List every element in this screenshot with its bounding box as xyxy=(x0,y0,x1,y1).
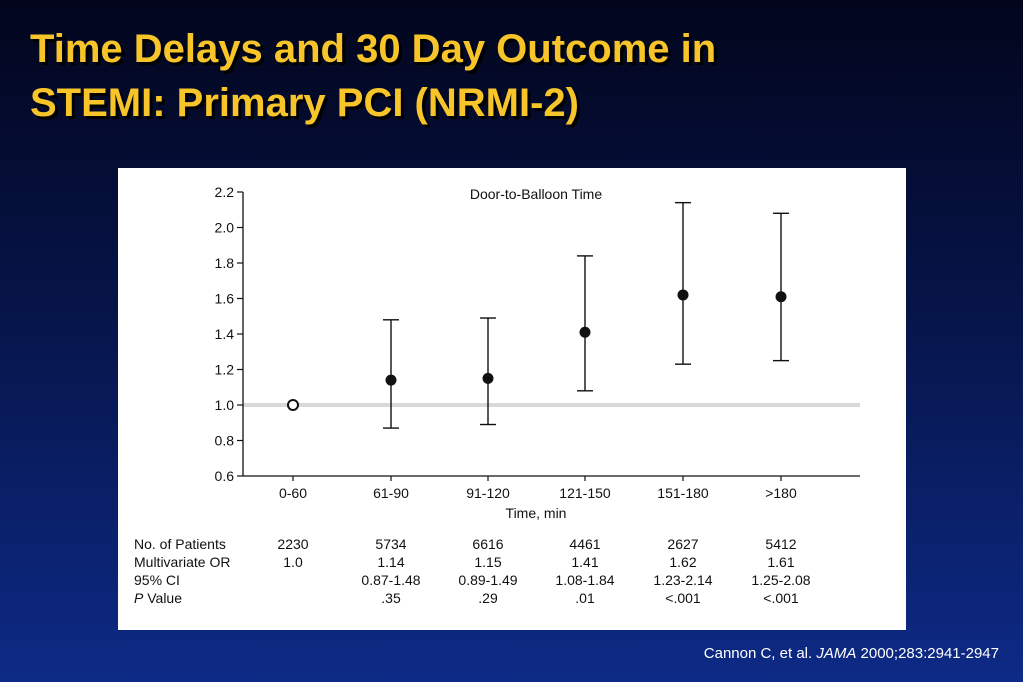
table-cell: 1.14 xyxy=(377,554,405,570)
table-cell: 1.0 xyxy=(283,554,303,570)
y-tick-label: 0.8 xyxy=(215,433,235,449)
row-label-p-value: P Value xyxy=(134,590,182,606)
table-cell: <.001 xyxy=(665,590,701,606)
citation: Cannon C, et al. JAMA 2000;283:2941-2947 xyxy=(704,645,999,662)
y-tick-label: 1.8 xyxy=(215,255,235,271)
table-cell: <.001 xyxy=(763,590,799,606)
data-point xyxy=(579,326,591,338)
slide-title: Time Delays and 30 Day Outcome in STEMI:… xyxy=(30,22,990,130)
table-cell: 1.23-2.14 xyxy=(653,572,713,588)
x-tick-label: >180 xyxy=(765,485,797,501)
y-tick-label: 0.6 xyxy=(215,468,235,484)
table-cell: 1.15 xyxy=(474,554,502,570)
odds-ratio-chart: 0.6 0.8 1.0 1.2 1.4 1.6 1.8 2.0 2.2 0-60 61-90 91-1… xyxy=(215,184,860,521)
row-label-multivariate-or: Multivariate OR xyxy=(134,554,231,570)
table-cell: 5412 xyxy=(765,536,797,552)
p-label-rest: Value xyxy=(143,590,183,606)
x-tick-label: 121-150 xyxy=(559,485,611,501)
table-cell: 5734 xyxy=(375,536,407,552)
table-cell: 2627 xyxy=(667,536,699,552)
table-cell: 0.89-1.49 xyxy=(458,572,518,588)
figure-panel: 0.6 0.8 1.0 1.2 1.4 1.6 1.8 2.0 2.2 0-60 61-90 91-1… xyxy=(118,168,906,630)
table-cell: 4461 xyxy=(569,536,601,552)
slide-title-line-2: STEMI: Primary PCI (NRMI-2) xyxy=(30,81,579,125)
data-point xyxy=(385,374,397,386)
table-cell: 1.08-1.84 xyxy=(555,572,615,588)
p-italic-label: P xyxy=(134,590,144,606)
table-cell: 6616 xyxy=(472,536,504,552)
table-cell: 2230 xyxy=(277,536,309,552)
x-tick-label: 61-90 xyxy=(373,485,409,501)
table-cell: 1.25-2.08 xyxy=(751,572,811,588)
y-tick-label: 2.0 xyxy=(215,220,235,236)
table-cell: 0.87-1.48 xyxy=(361,572,421,588)
table-cell: .35 xyxy=(381,590,401,606)
table-cell: 1.62 xyxy=(669,554,697,570)
table-cell: 1.61 xyxy=(767,554,795,570)
y-tick-label: 1.2 xyxy=(215,362,235,378)
citation-details: 2000;283:2941-2947 xyxy=(860,645,999,662)
reference-point xyxy=(287,399,299,411)
y-tick-label: 1.4 xyxy=(215,326,235,342)
x-tick-label: 91-120 xyxy=(466,485,510,501)
row-patients: No. of Patients 2230 5734 6616 4461 2627 5412 xyxy=(134,536,904,554)
x-tick-label: 151-180 xyxy=(657,485,709,501)
citation-authors: Cannon C, et al. xyxy=(703,645,813,662)
data-point xyxy=(482,372,494,384)
table-cell: 1.41 xyxy=(571,554,599,570)
table-cell: .01 xyxy=(575,590,595,606)
row-p-value: P Value .35 .29 .01 <.001 <.001 xyxy=(134,590,904,608)
chart-title: Door-to-Balloon Time xyxy=(470,186,602,202)
x-tick-label: 0-60 xyxy=(279,485,307,501)
data-point xyxy=(775,291,787,303)
row-label-patients: No. of Patients xyxy=(134,536,226,552)
row-95-ci: 95% CI 0.87-1.48 0.89-1.49 1.08-1.84 1.23-2… xyxy=(134,572,904,590)
citation-journal: JAMA xyxy=(816,645,857,662)
row-label-95-ci: 95% CI xyxy=(134,572,180,588)
x-axis-label: Time, min xyxy=(506,505,567,521)
y-tick-label: 1.6 xyxy=(215,291,235,307)
y-tick-label: 2.2 xyxy=(215,184,235,200)
slide-title-line-1: Time Delays and 30 Day Outcome in xyxy=(30,27,717,71)
table-cell: .29 xyxy=(478,590,498,606)
row-multivariate-or: Multivariate OR 1.0 1.14 1.15 1.41 1.62 1.61 xyxy=(134,554,904,572)
data-point xyxy=(677,289,689,301)
y-tick-label: 1.0 xyxy=(215,397,235,413)
statistics-table: No. of Patients 2230 5734 6616 4461 2627 5412… xyxy=(134,536,904,608)
